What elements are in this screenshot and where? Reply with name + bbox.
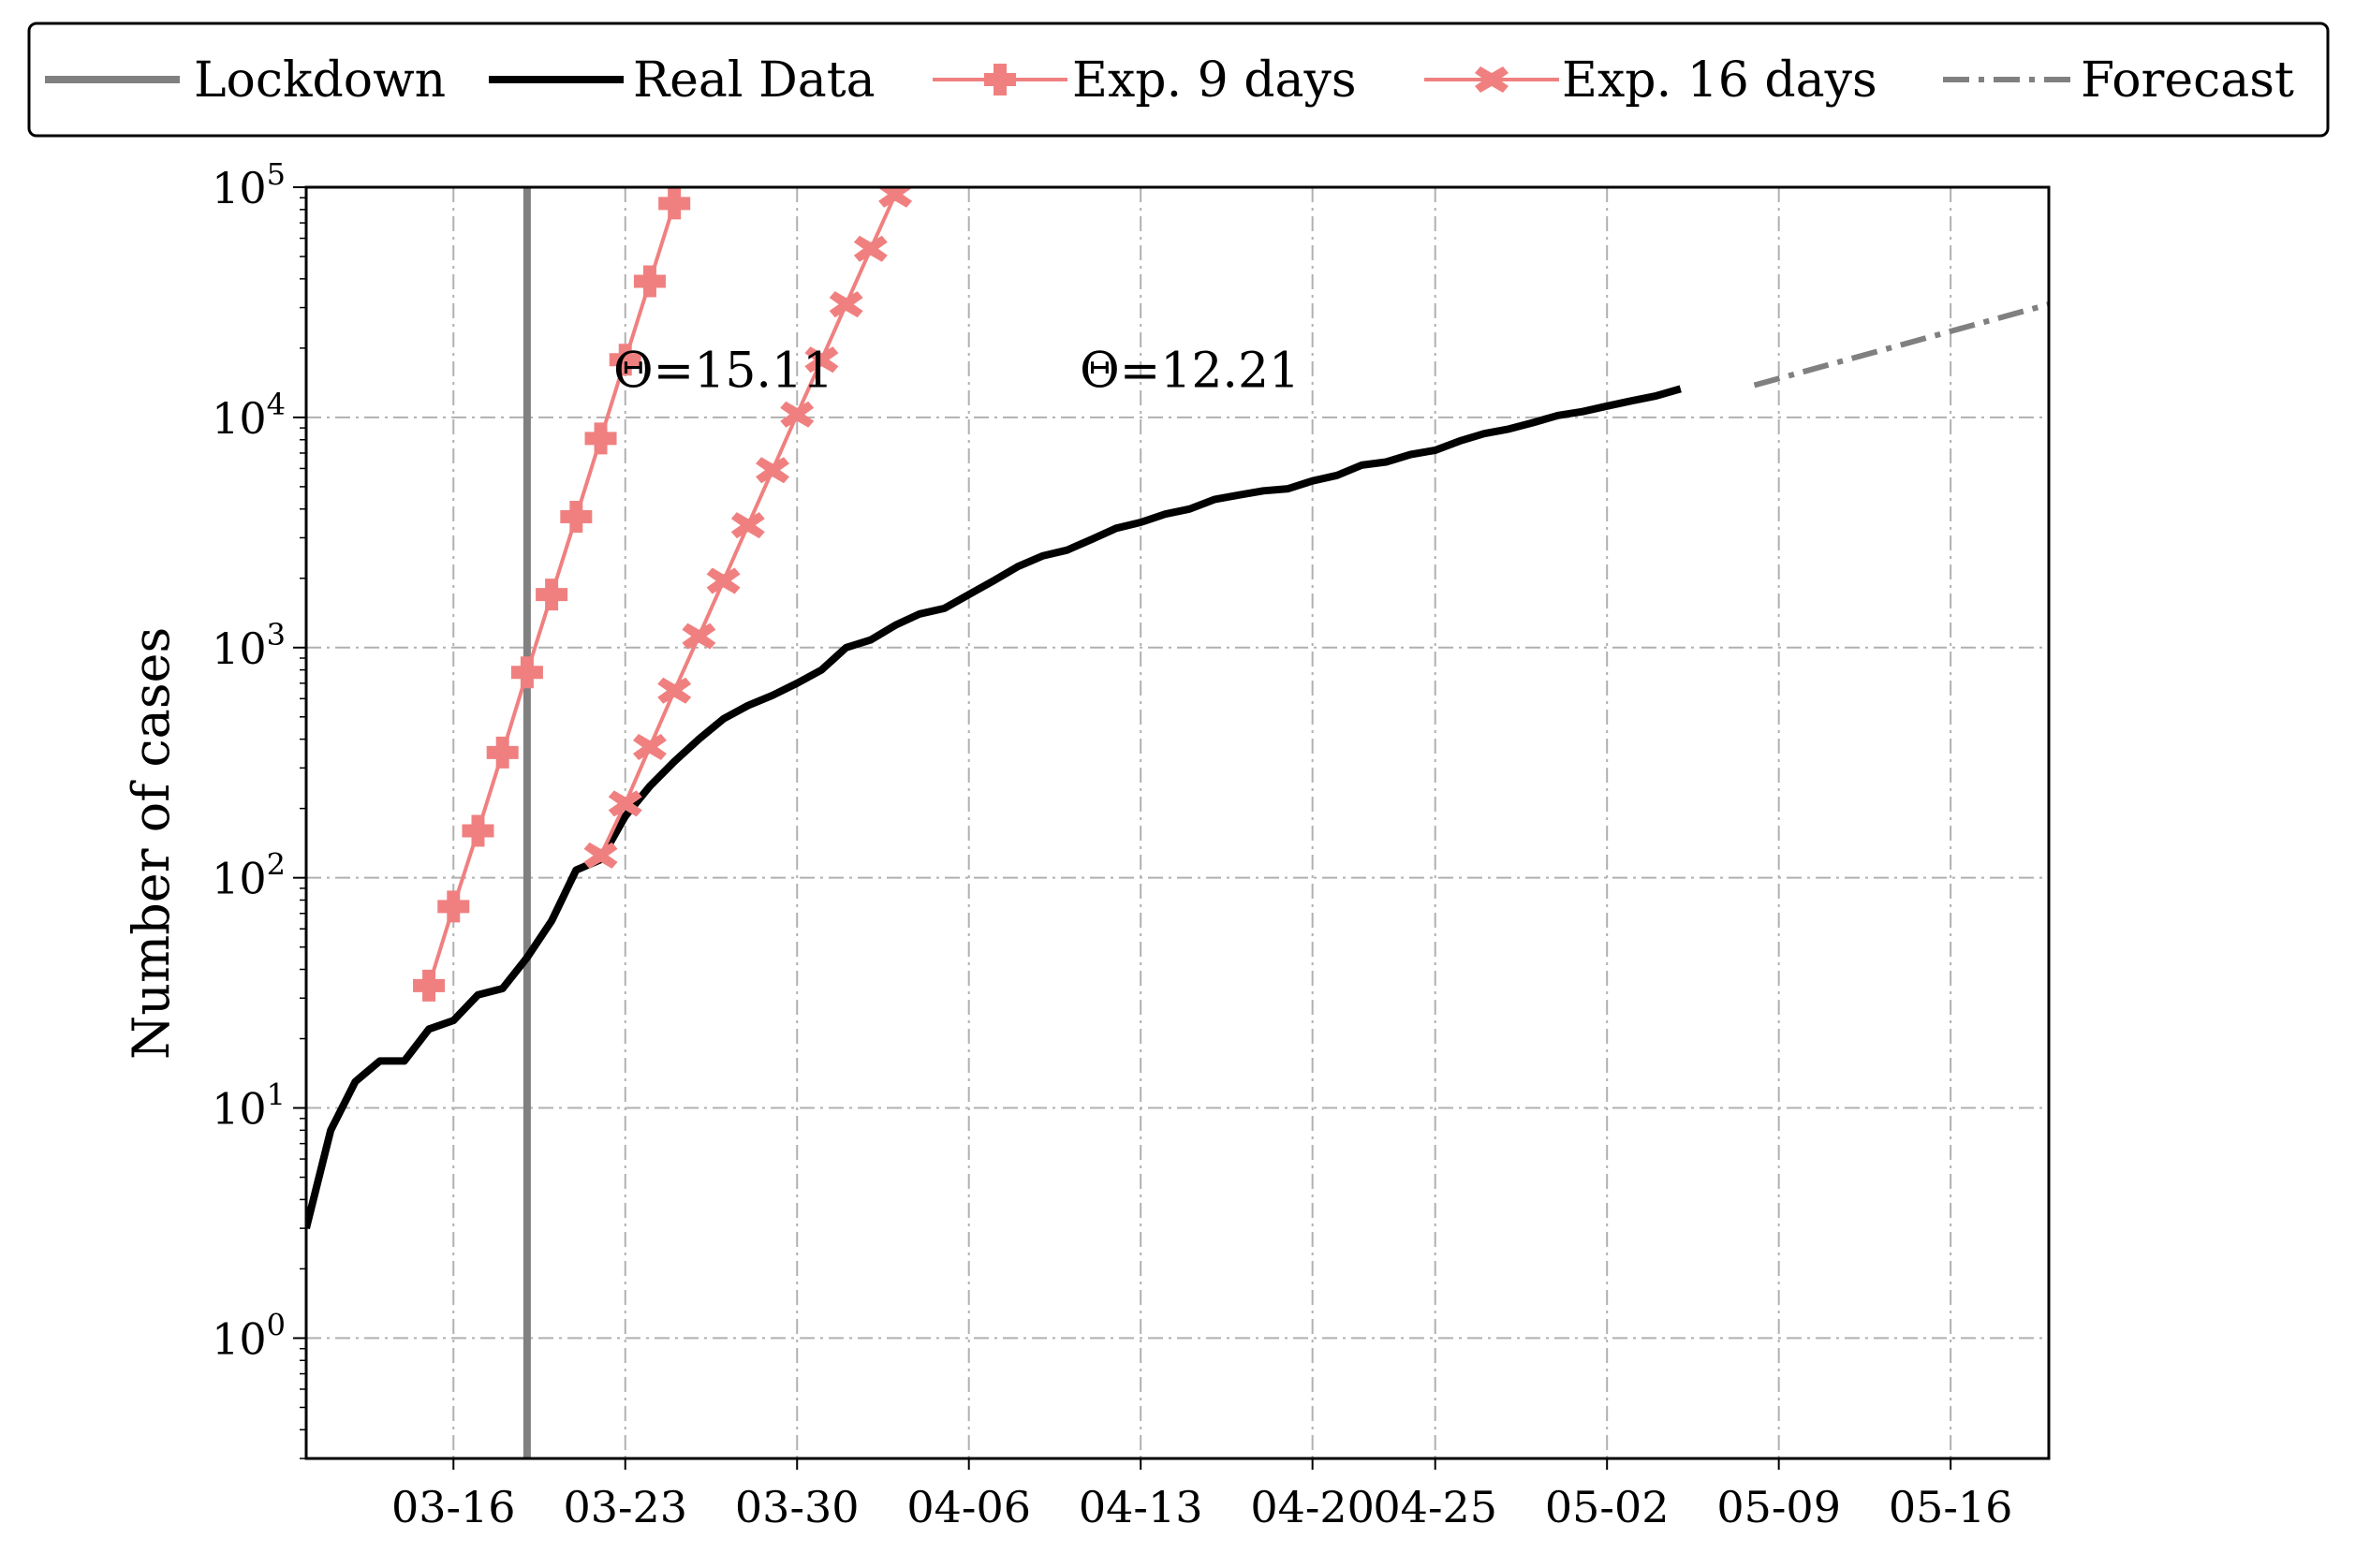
data-point-plus <box>633 265 666 298</box>
x-tick-label: 03-23 <box>563 1482 687 1532</box>
x-tick-label: 04-20 <box>1250 1482 1375 1532</box>
data-point-x <box>583 842 618 869</box>
series-layer: Θ=15.11 Θ=12.21 <box>306 187 2049 1458</box>
y-tick-label: 103 <box>212 617 286 674</box>
x-marker-icon <box>1475 66 1509 93</box>
x-tick-label: 03-16 <box>391 1482 516 1532</box>
y-tick-label: 100 <box>212 1307 286 1364</box>
annotation-label: Θ=15.11 <box>613 344 833 400</box>
data-point-plus <box>486 736 519 769</box>
data-point-x <box>780 401 815 428</box>
data-point-plus <box>658 187 691 220</box>
series-line-real-data <box>306 385 1682 1230</box>
legend-label-forecast: Forecast <box>2081 52 2294 109</box>
y-axis-label: Number of cases <box>122 627 181 1060</box>
plot-frame <box>304 185 2051 1460</box>
y-tick-label: 101 <box>212 1077 286 1135</box>
x-tick-label: 04-13 <box>1079 1482 1203 1532</box>
x-tick-label: 05-02 <box>1545 1482 1670 1532</box>
legend-label-exp-16-days: Exp. 16 days <box>1562 52 1877 109</box>
data-point-x <box>730 512 765 539</box>
y-tick-label: 102 <box>212 847 286 904</box>
x-tick-label: 05-16 <box>1889 1482 2013 1532</box>
data-point-plus <box>584 422 617 455</box>
data-point-x <box>829 291 863 318</box>
legend-item-exp-16-days: Exp. 16 days <box>1424 52 1877 109</box>
y-tick-label: 104 <box>212 387 286 444</box>
legend-frame <box>27 22 2330 138</box>
data-point-x <box>853 235 888 262</box>
data-point-x <box>706 567 741 594</box>
legend-label-real-data: Real Data <box>633 52 876 109</box>
data-point-x <box>756 457 790 484</box>
series-line-forecast <box>1753 301 2049 388</box>
data-point-plus <box>536 579 568 611</box>
grid-lines <box>306 186 2049 1458</box>
data-point-x <box>682 623 716 650</box>
data-point-plus <box>413 969 446 1002</box>
legend-label-exp-9-days: Exp. 9 days <box>1072 52 1357 109</box>
x-tick-label: 04-06 <box>906 1482 1031 1532</box>
data-point-plus <box>437 890 470 923</box>
data-point-plus <box>560 501 593 534</box>
data-point-plus <box>510 656 543 689</box>
x-tick-label: 03-30 <box>735 1482 860 1532</box>
legend-label-lockdown: Lockdown <box>194 52 446 109</box>
legend-item-real-data: Real Data <box>489 52 876 109</box>
data-point-x <box>804 346 839 374</box>
y-tick-label: 105 <box>212 156 286 213</box>
data-point-x <box>608 790 642 817</box>
x-tick-label: 05-09 <box>1716 1482 1841 1532</box>
annotation-label: Θ=12.21 <box>1080 344 1300 400</box>
data-point-plus <box>609 344 641 376</box>
legend-item-lockdown: Lockdown <box>45 52 446 109</box>
data-point-plus <box>462 814 494 847</box>
data-point-x <box>878 187 913 208</box>
plus-marker-icon <box>984 64 1016 95</box>
legend-item-exp-9-days: Exp. 9 days <box>933 52 1357 109</box>
legend-item-forecast: Forecast <box>1943 52 2294 109</box>
data-point-x <box>632 733 667 760</box>
legend: Lockdown Real Data Exp. 9 days Exp. 16 d… <box>27 22 2330 138</box>
x-tick-label: 04-25 <box>1373 1482 1497 1532</box>
data-point-x <box>657 677 692 704</box>
